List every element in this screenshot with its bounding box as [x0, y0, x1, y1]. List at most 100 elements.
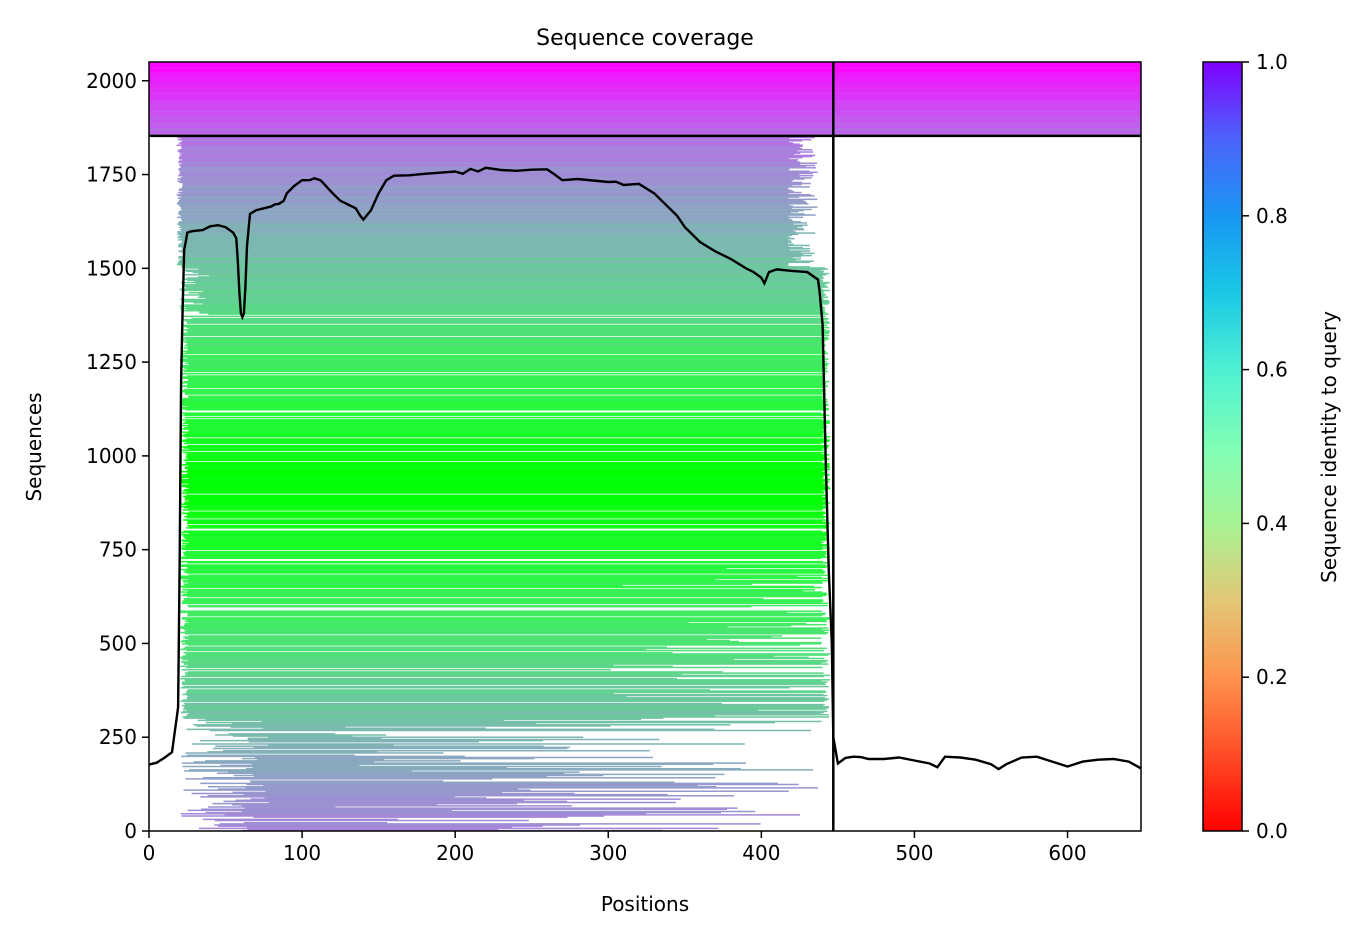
- msa-row: [176, 203, 809, 205]
- msa-row: [181, 350, 826, 352]
- msa-row: [184, 285, 827, 287]
- msa-row: [180, 656, 809, 659]
- msa-row: [182, 372, 826, 375]
- msa-row: [182, 716, 830, 718]
- msa-row: [149, 79, 1141, 81]
- msa-row: [217, 788, 518, 790]
- msa-row: [187, 452, 822, 455]
- msa-row: [184, 546, 822, 548]
- msa-row: [149, 95, 1141, 97]
- msa-row: [191, 317, 829, 320]
- msa-row: [184, 467, 827, 470]
- msa-row: [188, 769, 814, 771]
- msa-row: [181, 218, 792, 221]
- msa-row: [220, 764, 360, 767]
- msa-row: [185, 778, 493, 780]
- msa-row: [180, 333, 826, 336]
- msa-row: [198, 827, 719, 830]
- msa-row: [180, 611, 788, 614]
- msa-row: [181, 755, 465, 758]
- msa-row: [176, 194, 811, 196]
- msa-row: [181, 476, 824, 479]
- msa-row: [209, 729, 812, 732]
- msa-row: [201, 808, 727, 811]
- msa-row: [184, 426, 824, 429]
- msa-row: [252, 773, 725, 776]
- msa-row: [149, 90, 1141, 93]
- msa-row: [180, 179, 794, 181]
- msa-row: [187, 659, 828, 662]
- msa-row: [205, 718, 641, 720]
- msa-row: [184, 625, 792, 627]
- msa-row: [187, 524, 827, 527]
- msa-row: [183, 447, 828, 449]
- msa-row: [185, 270, 824, 273]
- msa-row: [181, 431, 825, 434]
- msa-row: [185, 267, 826, 269]
- msa-row: [187, 468, 830, 471]
- msa-row: [183, 598, 764, 600]
- msa-row: [182, 377, 823, 380]
- msa-row: [182, 589, 815, 591]
- msa-row: [149, 84, 1141, 87]
- msa-row: [149, 71, 1141, 73]
- msa-row: [185, 680, 822, 682]
- msa-row: [179, 221, 801, 223]
- msa-row: [187, 590, 804, 592]
- msa-row: [188, 578, 716, 581]
- msa-row: [187, 331, 830, 333]
- msa-row: [149, 92, 1141, 95]
- plot-frame: [148, 61, 1142, 832]
- msa-row: [149, 69, 1141, 71]
- msa-row: [178, 235, 789, 238]
- x-tick-label: 600: [1048, 841, 1086, 865]
- msa-row: [182, 699, 828, 701]
- msa-row: [208, 313, 829, 315]
- msa-row: [187, 342, 823, 345]
- msa-row: [186, 690, 826, 692]
- msa-row: [178, 244, 810, 247]
- msa-row: [149, 72, 1141, 75]
- msa-row: [183, 628, 822, 630]
- x-tick-label: 500: [895, 841, 933, 865]
- msa-row: [182, 658, 735, 661]
- msa-row: [252, 766, 507, 769]
- x-axis-ticks: 0 100 200 300 400 500 600: [143, 831, 1087, 865]
- msa-row: [179, 626, 728, 628]
- msa-row: [149, 88, 1141, 90]
- msa-row: [207, 785, 717, 788]
- msa-row: [186, 463, 830, 465]
- msa-row: [186, 432, 823, 435]
- msa-row: [230, 726, 346, 728]
- msa-row: [188, 429, 823, 431]
- msa-row: [232, 735, 353, 737]
- msa-row: [183, 535, 828, 537]
- msa-row: [149, 87, 1141, 89]
- msa-row: [177, 231, 796, 233]
- x-tick-label: 400: [742, 841, 780, 865]
- x-tick-label: 300: [589, 841, 627, 865]
- msa-row: [183, 325, 823, 328]
- msa-row: [185, 527, 827, 529]
- msa-row: [180, 198, 818, 201]
- msa-row: [178, 210, 799, 213]
- msa-row: [182, 140, 803, 142]
- msa-row: [183, 536, 825, 538]
- msa-row: [178, 199, 804, 202]
- msa-row: [183, 571, 826, 573]
- msa-row: [183, 593, 828, 596]
- msa-row: [188, 487, 831, 490]
- msa-row: [188, 395, 823, 398]
- msa-row: [253, 746, 570, 749]
- msa-row: [187, 562, 829, 564]
- msa-row: [181, 643, 822, 645]
- msa-row: [188, 541, 824, 544]
- msa-row: [178, 174, 814, 177]
- msa-row: [186, 691, 827, 693]
- msa-row: [182, 356, 826, 358]
- msa-row: [241, 810, 756, 813]
- msa-row: [180, 565, 830, 567]
- msa-row: [177, 180, 792, 183]
- msa-row: [182, 655, 774, 657]
- msa-row: [179, 153, 795, 156]
